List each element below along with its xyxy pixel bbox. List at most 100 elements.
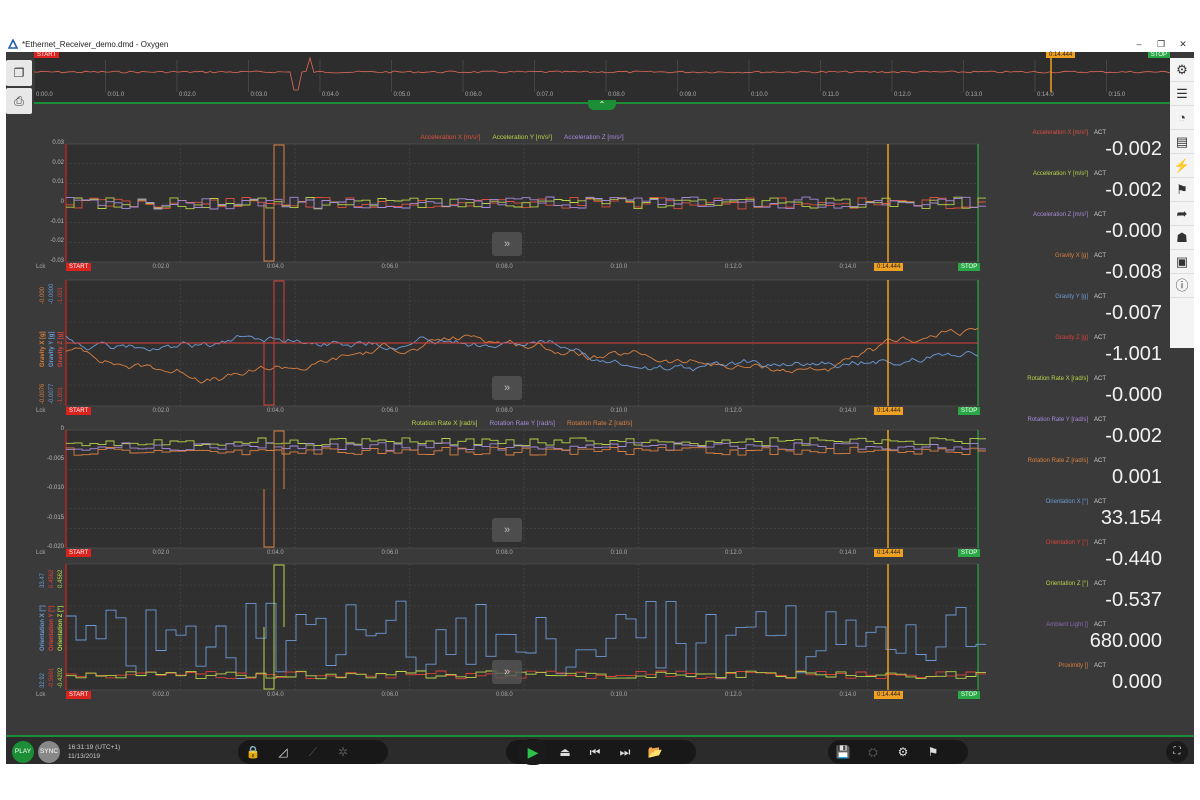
fullscreen-icon[interactable]: ⛶ (1166, 741, 1188, 763)
info-icon[interactable]: ⓘ (1170, 274, 1194, 298)
legend-entry[interactable]: Rotation Rate Z [rad/s] (566, 420, 633, 427)
report-icon[interactable]: ▤ (1170, 130, 1194, 154)
vehicle-icon[interactable]: ▣ (1170, 250, 1194, 274)
plot-panel[interactable]: Lck START STOP 0:14.444 0:02.0 0:04.0 0:06.0 0:… (36, 420, 986, 564)
plot-panel[interactable]: Lck START STOP 0:14.444 0:02.0 0:04.0 0:06.0 0:… (36, 134, 986, 278)
lock-axis-label[interactable]: Lck (36, 550, 46, 556)
channel-value-row[interactable]: Gravity Y [g] ACT -0.007 (990, 288, 1168, 329)
plot-canvas[interactable] (36, 420, 986, 564)
vertical-legend-entry[interactable]: Orientation Y [°] (49, 605, 55, 651)
plot-area: Lck START STOP 0:14.444 0:02.0 0:04.0 0:06.0 0:… (36, 120, 986, 720)
store-settings-icon[interactable]: ⛭ (868, 744, 878, 759)
marker-flag-icon[interactable]: ⚑ (1170, 178, 1194, 202)
pages-icon[interactable]: ❐ (6, 60, 32, 86)
network-icon[interactable]: ☗ (1170, 226, 1194, 250)
channel-value-row[interactable]: Gravity X [g] ACT -0.008 (990, 247, 1168, 288)
legend-entry[interactable]: Acceleration X [m/s²] (420, 134, 481, 141)
plot-cursor-marker[interactable]: 0:14.444 (874, 407, 904, 415)
fast-forward-button[interactable]: » (492, 232, 522, 256)
settings-gear-icon[interactable]: ⚙ (1170, 58, 1194, 82)
maximize-button[interactable]: ❐ (1156, 38, 1166, 49)
channel-value-row[interactable]: Acceleration Z [m/s²] ACT -0.000 (990, 206, 1168, 247)
overview-stop-marker[interactable]: STOP (1147, 52, 1170, 58)
skip-back-icon[interactable]: ⏮ (589, 744, 601, 759)
plot-stop-marker[interactable]: STOP (958, 263, 981, 271)
channel-value-row[interactable]: Ambient Light [] ACT 680.000 (990, 616, 1168, 657)
plot-start-marker[interactable]: START (66, 407, 92, 415)
close-button[interactable]: ✕ (1179, 38, 1187, 49)
plot-panel[interactable]: Lck START STOP 0:14.444 0:02.0 0:04.0 0:06.0 0:… (36, 270, 986, 422)
open-folder-icon[interactable]: 📂 (647, 745, 663, 759)
draw-icon[interactable]: ⟋ (308, 744, 318, 759)
plot-canvas[interactable] (36, 270, 986, 422)
legend-entry[interactable]: Rotation Rate X [rad/s] (411, 420, 478, 427)
legend-entry[interactable]: Acceleration Y [m/s²] (492, 134, 553, 141)
x-tick-label: 0:14.0 (839, 264, 857, 270)
channel-value-row[interactable]: Rotation Rate Z [rad/s] ACT 0.001 (990, 452, 1168, 493)
channel-value-row[interactable]: Orientation X [°] ACT 33.154 (990, 493, 1168, 534)
overview-start-marker[interactable]: START (34, 52, 60, 58)
plot-canvas[interactable] (36, 554, 986, 706)
measure-icon[interactable]: ◿ (278, 745, 288, 759)
print-icon[interactable]: ⎙ (6, 88, 32, 114)
x-tick-label: 0:08.0 (496, 550, 513, 556)
plot-stop-marker[interactable]: STOP (958, 407, 981, 415)
save-icon[interactable]: 💾 (835, 745, 851, 759)
overview-cursor-marker[interactable]: 0:14.444 (1046, 52, 1076, 58)
vertical-legend-entry[interactable]: Orientation Z [°] (58, 605, 64, 651)
lock-axis-label[interactable]: Lck (36, 264, 46, 270)
channel-value-row[interactable]: Proximity [] ACT 0.000 (990, 657, 1168, 698)
channel-value: -0.008 (1105, 261, 1162, 283)
play-icon[interactable]: ▶ (518, 739, 548, 765)
fast-forward-button[interactable]: » (492, 376, 522, 400)
channel-list-icon[interactable]: ☰ (1170, 82, 1194, 106)
channel-value-row[interactable]: Orientation Y [°] ACT -0.440 (990, 534, 1168, 575)
lock-icon[interactable]: 🔒 (245, 745, 261, 759)
collapse-overview-button[interactable]: ⌃ (588, 100, 616, 110)
vertical-legend-entry[interactable]: Gravity X [g] (40, 331, 46, 367)
overview-tick-label: 0:10.0 (751, 92, 768, 98)
channel-name: Rotation Rate Z [rad/s] (1027, 458, 1088, 464)
plot-stop-marker[interactable]: STOP (958, 691, 981, 699)
plot-cursor-marker[interactable]: 0:14.444 (874, 549, 904, 557)
trigger-icon[interactable]: ⚡ (1170, 154, 1194, 178)
plot-start-marker[interactable]: START (66, 691, 92, 699)
skip-forward-icon[interactable]: ⏭ (619, 744, 631, 759)
plot-stop-marker[interactable]: STOP (958, 549, 981, 557)
channel-value: -0.537 (1105, 589, 1162, 611)
plot-panel[interactable]: Lck START STOP 0:14.444 0:02.0 0:04.0 0:06.0 0:… (36, 554, 986, 706)
channel-value-row[interactable]: Acceleration Y [m/s²] ACT -0.002 (990, 165, 1168, 206)
minimize-button[interactable]: – (1136, 39, 1142, 49)
lock-axis-label[interactable]: Lck (36, 408, 46, 414)
channel-name: Orientation X [°] (1045, 499, 1088, 505)
fast-forward-button[interactable]: » (492, 660, 522, 684)
vertical-legend-entry[interactable]: Gravity Y [g] (49, 331, 55, 367)
plot-cursor-marker[interactable]: 0:14.444 (874, 691, 904, 699)
plot-cursor-marker[interactable]: 0:14.444 (874, 263, 904, 271)
legend-entry[interactable]: Acceleration Z [m/s²] (564, 134, 624, 141)
act-label: ACT (1094, 540, 1106, 546)
vertical-legend-entry[interactable]: Orientation X [°] (40, 605, 46, 651)
export-icon[interactable]: ➦ (1170, 202, 1194, 226)
plot-start-marker[interactable]: START (66, 263, 92, 271)
plot-start-marker[interactable]: START (66, 549, 92, 557)
play-mode-button[interactable]: PLAY (12, 741, 34, 763)
gauge-icon[interactable]: ◔ (1170, 106, 1194, 130)
fast-forward-button[interactable]: » (492, 518, 522, 542)
channel-value-row[interactable]: Gravity Z [g] ACT -1.001 (990, 329, 1168, 370)
legend-entry[interactable]: Rotation Rate Y [rad/s] (489, 420, 555, 427)
sync-button[interactable]: SYNC (38, 741, 60, 763)
overview-timeline[interactable]: START STOP 0:14.444 0:00.0 0:01.0 0:02.0 0:… (34, 52, 1170, 102)
channel-value-row[interactable]: Rotation Rate X [rad/s] ACT -0.000 (990, 370, 1168, 411)
eject-icon[interactable]: ⏏ (559, 745, 571, 759)
plot-canvas[interactable] (36, 134, 986, 278)
flag-icon[interactable]: ⚑ (927, 745, 939, 759)
y-tick-label: 0.01 (52, 179, 64, 186)
lock-axis-label[interactable]: Lck (36, 692, 46, 698)
channel-value-row[interactable]: Rotation Rate Y [rad/s] ACT -0.002 (990, 411, 1168, 452)
vertical-legend-entry[interactable]: Gravity Z [g] (58, 331, 64, 367)
store-config-icon[interactable]: ⚙ (897, 745, 909, 759)
gear-disabled-icon[interactable]: ✲ (337, 745, 349, 759)
channel-value-row[interactable]: Orientation Z [°] ACT -0.537 (990, 575, 1168, 616)
channel-value-row[interactable]: Acceleration X [m/s²] ACT -0.002 (990, 124, 1168, 165)
